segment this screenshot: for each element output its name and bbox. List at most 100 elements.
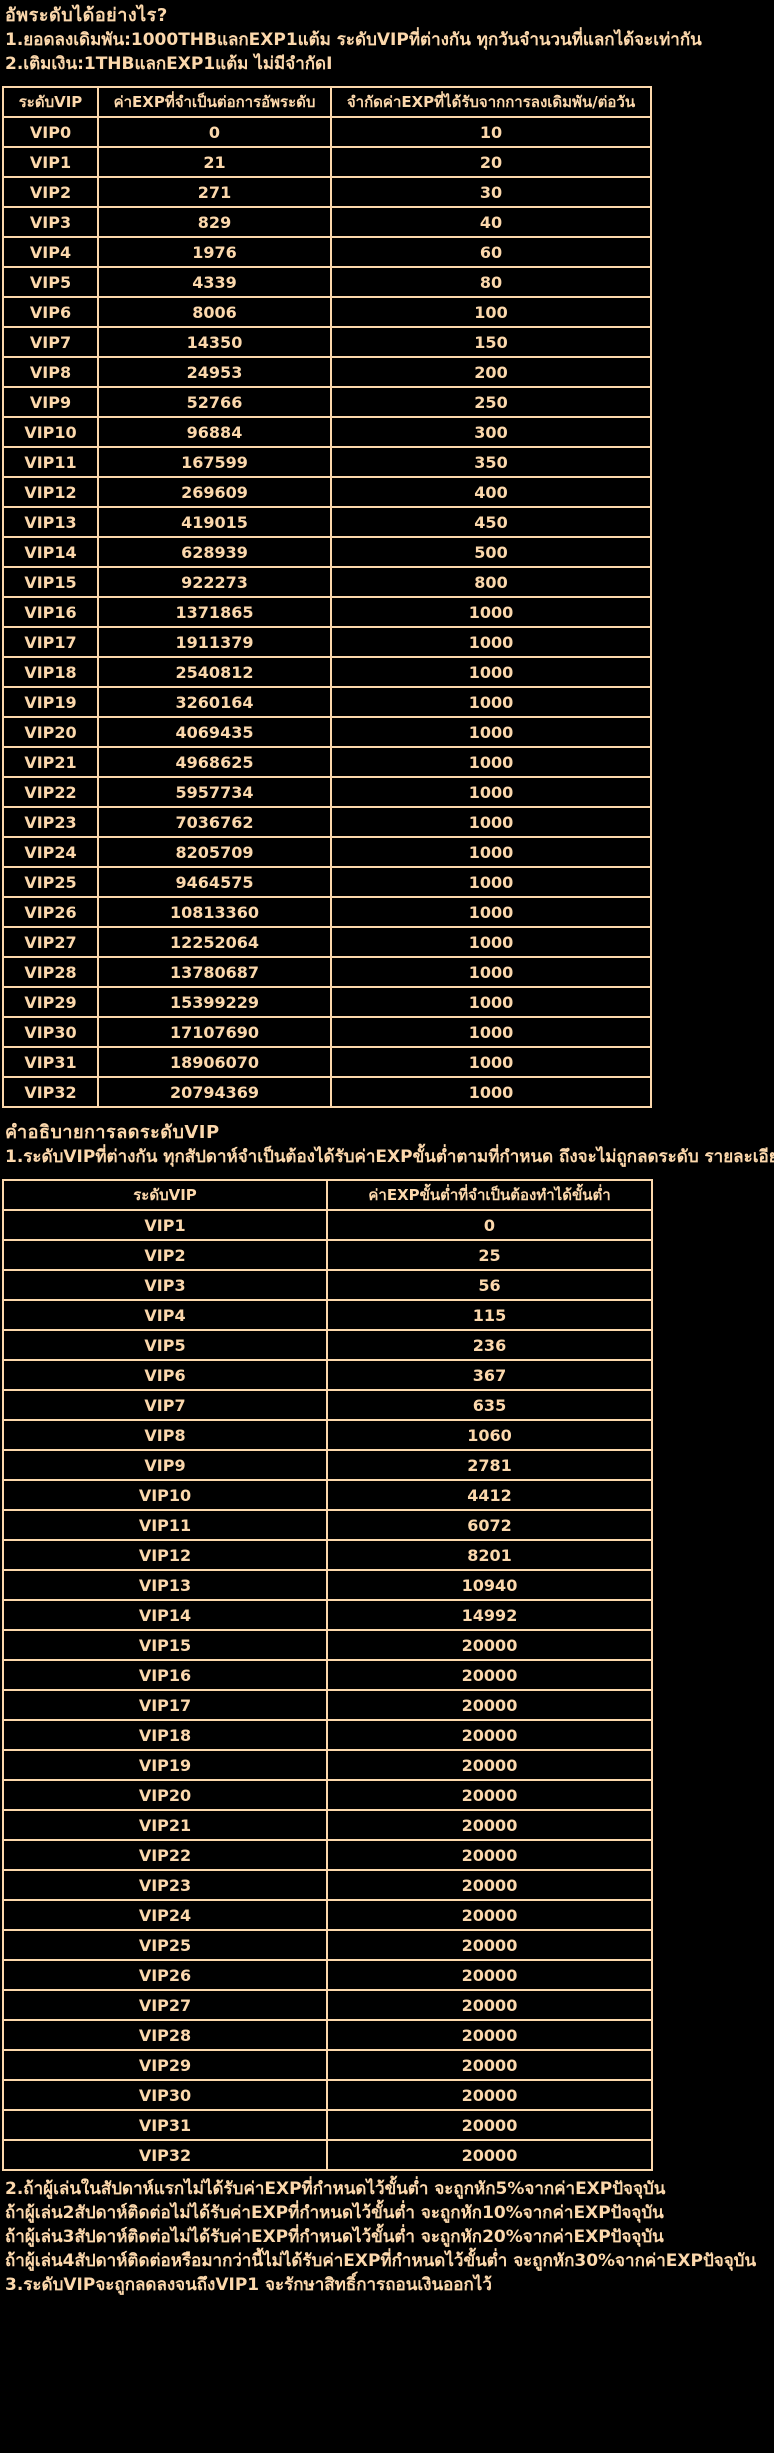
table-cell: 4339 (97, 266, 332, 298)
table-cell: 236 (326, 1329, 653, 1361)
table-row: VIP10 4412 (2, 1479, 653, 1511)
table-cell: 100 (330, 296, 652, 328)
table-row: VIP24 8205709 1000 (2, 836, 652, 868)
table-cell: 14992 (326, 1599, 653, 1631)
table-cell: VIP21 (2, 746, 99, 778)
table-cell: 271 (97, 176, 332, 208)
table-cell: 24953 (97, 356, 332, 388)
table-cell: VIP1 (2, 1209, 328, 1241)
table-cell: 250 (330, 386, 652, 418)
table-cell: VIP10 (2, 416, 99, 448)
table-cell: VIP19 (2, 686, 99, 718)
table-row: VIP19 20000 (2, 1749, 653, 1781)
table-cell: VIP12 (2, 1539, 328, 1571)
table-row: VIP28 13780687 1000 (2, 956, 652, 988)
demotion-floor-line: 3.ระดับVIPจะถูกลดลงจนถึงVIP1 จะรักษาสิทธ… (5, 2275, 492, 2295)
table-row: VIP31 18906070 1000 (2, 1046, 652, 1078)
table-cell: 20 (330, 146, 652, 178)
table-cell: 1000 (330, 806, 652, 838)
table-cell: VIP4 (2, 236, 99, 268)
table-row: VIP8 24953 200 (2, 356, 652, 388)
table-cell: 1000 (330, 926, 652, 958)
table-cell: VIP24 (2, 1899, 328, 1931)
header-row: ระดับVIP ค่าEXPที่จำเป็นต่อการอัพระดับ จำก… (2, 86, 652, 118)
table-cell: VIP8 (2, 356, 99, 388)
table-cell: 20794369 (97, 1076, 332, 1108)
table-row: VIP32 20794369 1000 (2, 1076, 652, 1108)
table-cell: 40 (330, 206, 652, 238)
table-cell: VIP9 (2, 1449, 328, 1481)
table-row: VIP14 628939 500 (2, 536, 652, 568)
table-row: VIP5 4339 80 (2, 266, 652, 298)
table-cell: 20000 (326, 1749, 653, 1781)
table-cell: VIP31 (2, 1046, 99, 1078)
table-cell: 4968625 (97, 746, 332, 778)
table-row: VIP3 56 (2, 1269, 653, 1301)
table-row: VIP15 922273 800 (2, 566, 652, 598)
table-cell: 800 (330, 566, 652, 598)
table-cell: VIP19 (2, 1749, 328, 1781)
levelup-section-title: อัพระดับได้อย่างไร? (5, 5, 168, 26)
table-cell: 9464575 (97, 866, 332, 898)
table-cell: VIP6 (2, 296, 99, 328)
table-cell: 20000 (326, 1899, 653, 1931)
table-row: VIP27 20000 (2, 1989, 653, 2021)
table-cell: VIP6 (2, 1359, 328, 1391)
table-row: VIP8 1060 (2, 1419, 653, 1451)
table-cell: VIP2 (2, 1239, 328, 1271)
table-cell: 1000 (330, 866, 652, 898)
table-row: VIP22 5957734 1000 (2, 776, 652, 808)
table-cell: VIP30 (2, 2079, 328, 2111)
table-cell: VIP18 (2, 656, 99, 688)
table-cell: VIP17 (2, 1689, 328, 1721)
table-cell: VIP23 (2, 1869, 328, 1901)
table-cell: 922273 (97, 566, 332, 598)
table-row: VIP29 15399229 1000 (2, 986, 652, 1018)
table-cell: 1976 (97, 236, 332, 268)
table-cell: 1000 (330, 686, 652, 718)
table-cell: VIP17 (2, 626, 99, 658)
table-cell: 150 (330, 326, 652, 358)
table-cell: VIP22 (2, 1839, 328, 1871)
table-row: VIP4 1976 60 (2, 236, 652, 268)
table-cell: 20000 (326, 1779, 653, 1811)
table-cell: VIP25 (2, 1929, 328, 1961)
table-cell: 21 (97, 146, 332, 178)
table-cell: 1000 (330, 1076, 652, 1108)
table-cell: VIP28 (2, 956, 99, 988)
table-row: VIP30 17107690 1000 (2, 1016, 652, 1048)
table-cell: VIP23 (2, 806, 99, 838)
table-row: VIP26 10813360 1000 (2, 896, 652, 928)
table-cell: 10940 (326, 1569, 653, 1601)
table-cell: 20000 (326, 1929, 653, 1961)
table-cell: 20000 (326, 1989, 653, 2021)
table-cell: 20000 (326, 2139, 653, 2171)
table-row: VIP6 8006 100 (2, 296, 652, 328)
table-row: VIP30 20000 (2, 2079, 653, 2111)
table-row: VIP21 20000 (2, 1809, 653, 1841)
table-row: VIP2 271 30 (2, 176, 652, 208)
demotion-rule-intro: 1.ระดับVIPที่ต่างกัน ทุกสัปดาห์จำเป็นต้อ… (5, 1147, 774, 1167)
table-row: VIP16 1371865 1000 (2, 596, 652, 628)
table-cell: VIP26 (2, 896, 99, 928)
table-row: VIP2 25 (2, 1239, 653, 1271)
levelup-intro-section: อัพระดับได้อย่างไร? 1.ยอดลงเดิมพัน:1000T… (0, 3, 774, 76)
table-cell: VIP20 (2, 1779, 328, 1811)
vip-levelup-table: ระดับVIP ค่าEXPที่จำเป็นต่อการอัพระดับ จำก… (2, 86, 652, 1108)
table-cell: 1000 (330, 956, 652, 988)
table-cell: VIP14 (2, 1599, 328, 1631)
table-cell: 1000 (330, 986, 652, 1018)
table-row: VIP20 20000 (2, 1779, 653, 1811)
table-cell: 200 (330, 356, 652, 388)
table-row: VIP12 269609 400 (2, 476, 652, 508)
table-cell: 15399229 (97, 986, 332, 1018)
table-cell: 400 (330, 476, 652, 508)
table-row: VIP28 20000 (2, 2019, 653, 2051)
table-row: VIP1 0 (2, 1209, 653, 1241)
table-cell: 20000 (326, 1659, 653, 1691)
table-cell: 1000 (330, 1016, 652, 1048)
table-row: VIP13 419015 450 (2, 506, 652, 538)
table-row: VIP23 20000 (2, 1869, 653, 1901)
demotion-section-title: คำอธิบายการลดระดับVIP (5, 1122, 220, 1143)
demotion-section: คำอธิบายการลดระดับVIP 1.ระดับVIPที่ต่างก… (0, 1120, 774, 1169)
